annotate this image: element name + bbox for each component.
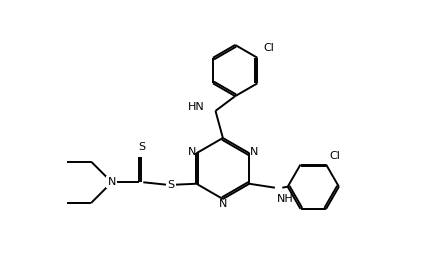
Text: Cl: Cl: [328, 151, 339, 161]
Text: NH: NH: [277, 194, 293, 204]
Text: S: S: [138, 142, 144, 152]
Text: N: N: [187, 147, 196, 157]
Text: Cl: Cl: [263, 43, 274, 53]
Text: S: S: [167, 180, 174, 190]
Text: HN: HN: [187, 102, 204, 112]
Text: N: N: [249, 147, 257, 157]
Text: N: N: [108, 177, 116, 187]
Text: N: N: [218, 199, 227, 209]
